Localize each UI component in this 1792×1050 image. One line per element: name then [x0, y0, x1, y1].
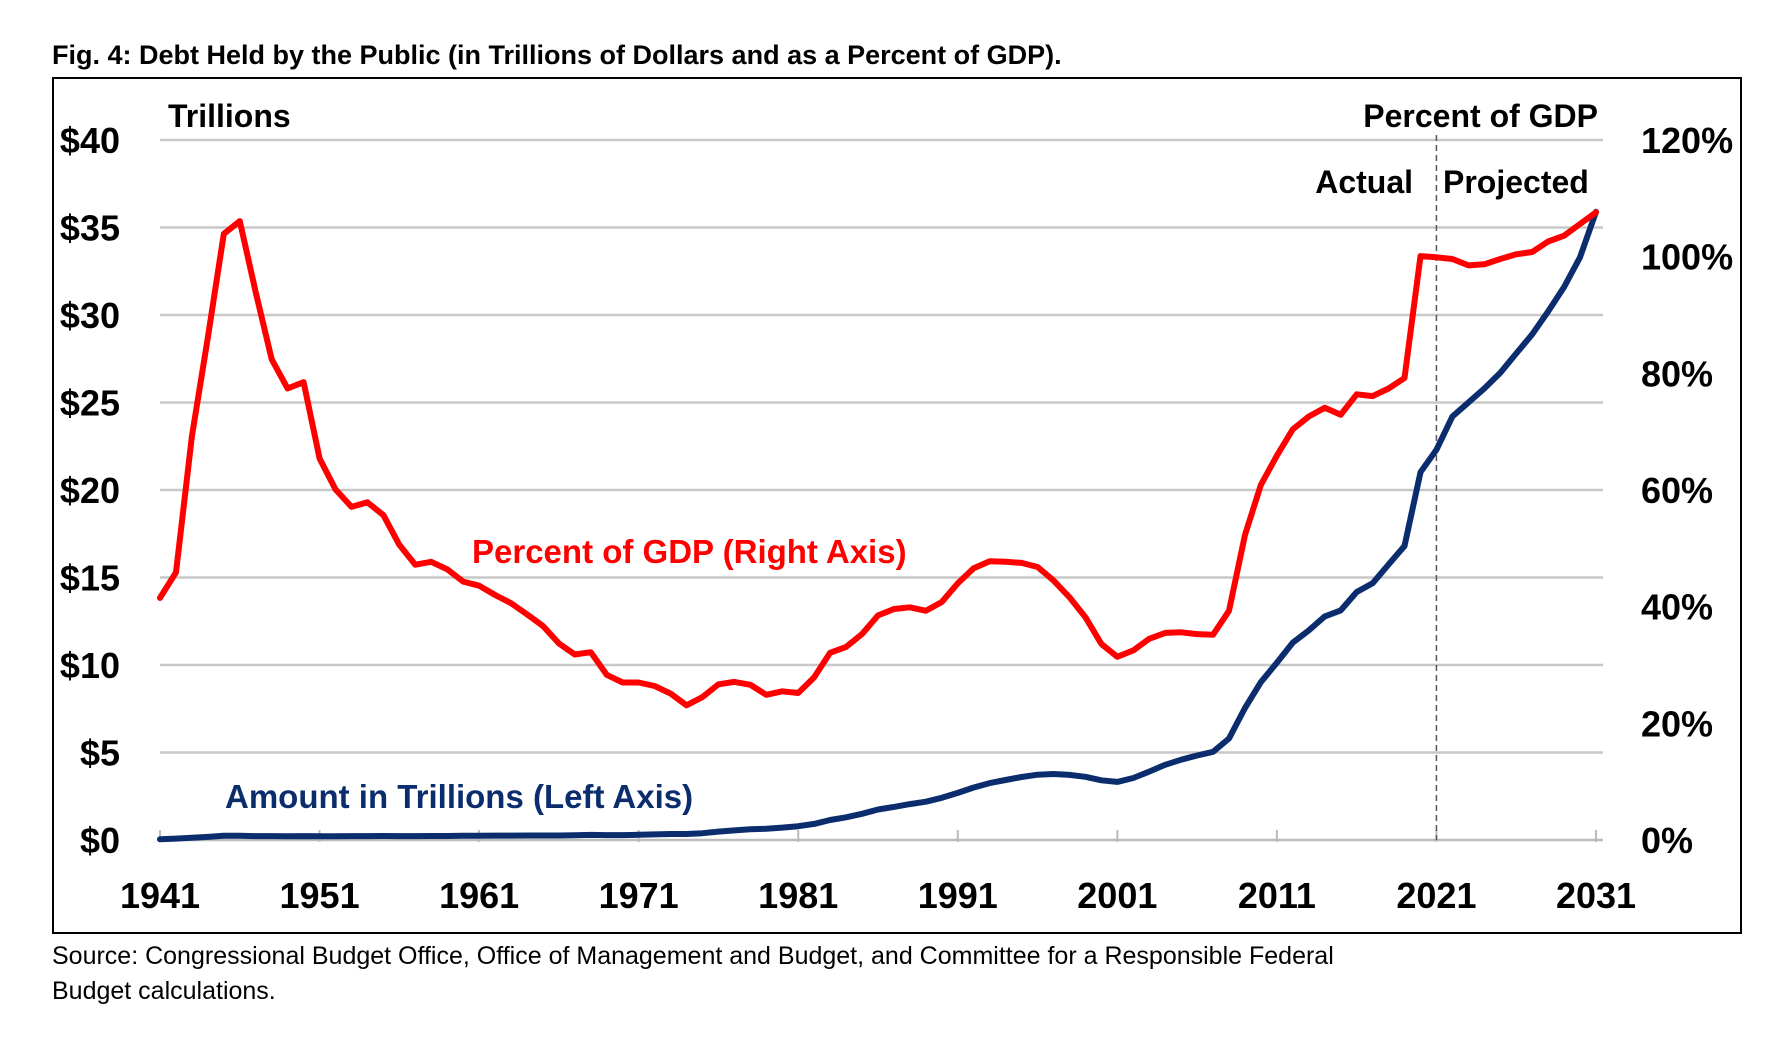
x-tick-label: 1951 — [280, 875, 360, 916]
actual-label: Actual — [1315, 164, 1413, 200]
left-tick-label: $40 — [60, 120, 120, 161]
right-tick-label: 20% — [1641, 703, 1713, 744]
x-tick-label: 1941 — [120, 875, 200, 916]
projected-label: Projected — [1443, 164, 1589, 200]
x-tick-label: 2011 — [1238, 875, 1316, 916]
right-tick-label: 100% — [1641, 237, 1733, 278]
x-tick-label: 1971 — [599, 875, 679, 916]
left-tick-label: $5 — [80, 733, 120, 774]
x-tick-label: 1991 — [918, 875, 998, 916]
source-note-line1: Source: Congressional Budget Office, Off… — [52, 942, 1334, 970]
left-axis-title: Trillions — [168, 98, 291, 134]
left-tick-label: $15 — [60, 558, 120, 599]
left-tick-label: $25 — [60, 383, 120, 424]
x-tick-label: 2001 — [1077, 875, 1157, 916]
right-tick-label: 0% — [1641, 820, 1693, 861]
amount-trillions-line — [157, 208, 1599, 843]
x-tick-label: 1961 — [439, 875, 519, 916]
x-tick-label: 2021 — [1396, 875, 1476, 916]
right-tick-label: 40% — [1641, 587, 1713, 628]
right-tick-label: 120% — [1641, 120, 1733, 161]
series-label-amount: Amount in Trillions (Left Axis) — [225, 778, 693, 815]
left-tick-label: $0 — [80, 820, 120, 861]
right-tick-label: 80% — [1641, 353, 1713, 394]
right-tick-label: 60% — [1641, 470, 1713, 511]
x-tick-label: 2031 — [1556, 875, 1636, 916]
chart-title: Fig. 4: Debt Held by the Public (in Tril… — [52, 40, 1062, 70]
x-tick-label: 1981 — [758, 875, 838, 916]
left-tick-label: $30 — [60, 295, 120, 336]
chart-frame — [52, 77, 1742, 934]
right-axis-title: Percent of GDP — [1363, 98, 1598, 134]
source-note-line2: Budget calculations. — [52, 977, 276, 1005]
series-label-percent: Percent of GDP (Right Axis) — [472, 533, 907, 570]
percent-gdp-line — [157, 209, 1599, 709]
left-tick-label: $35 — [60, 208, 120, 249]
left-tick-label: $10 — [60, 645, 120, 686]
left-tick-label: $20 — [60, 470, 120, 511]
